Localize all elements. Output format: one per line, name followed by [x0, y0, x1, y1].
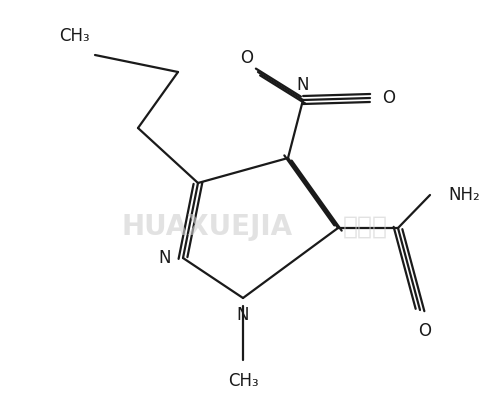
Text: CH₃: CH₃	[228, 372, 258, 390]
Text: O: O	[382, 89, 395, 107]
Text: N: N	[237, 306, 249, 324]
Text: N: N	[159, 249, 171, 267]
Text: HUAXUEJIA: HUAXUEJIA	[121, 213, 293, 241]
Text: 化学加: 化学加	[342, 215, 387, 239]
Text: NH₂: NH₂	[448, 186, 480, 204]
Text: N: N	[297, 76, 309, 94]
Text: O: O	[240, 49, 253, 67]
Text: CH₃: CH₃	[59, 27, 90, 45]
Text: O: O	[419, 322, 431, 340]
